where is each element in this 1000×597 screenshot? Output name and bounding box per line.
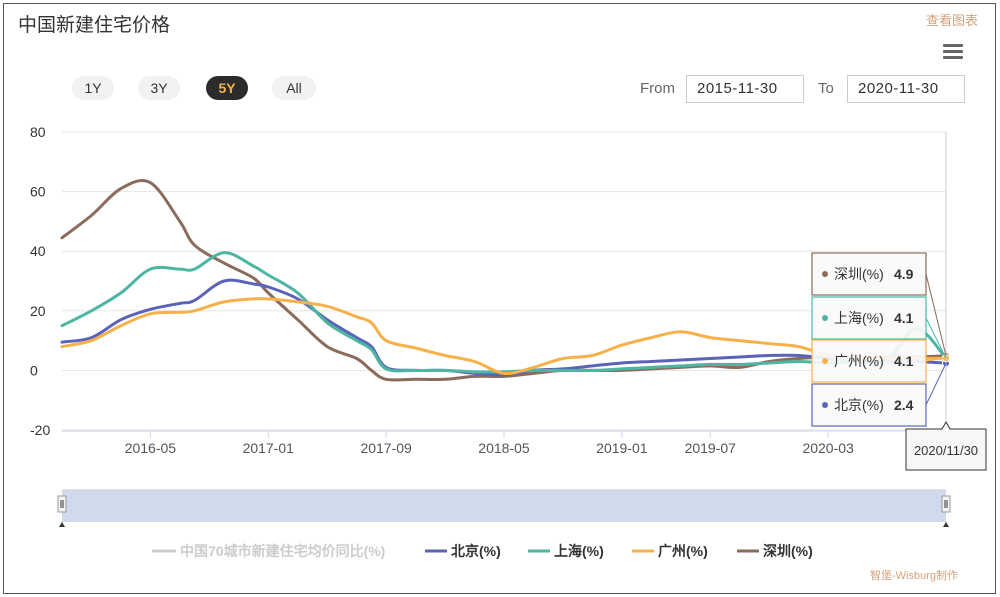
tooltip-connector (925, 273, 947, 356)
tooltip-label: 广州(%) (834, 353, 884, 369)
date-tooltip: 2020/11/30 (905, 420, 987, 471)
tooltip-box: 深圳(%) 4.9 (811, 252, 927, 296)
series-line-3 (60, 297, 948, 376)
range-button-3y[interactable]: 3Y (138, 76, 180, 100)
tooltip-frame (811, 383, 927, 427)
navigator (57, 489, 951, 527)
page-title: 中国新建住宅价格 (18, 15, 171, 36)
legend-label: 深圳(%) (763, 543, 813, 559)
legend-item[interactable]: 深圳(%) (737, 543, 813, 559)
tooltip-dot (822, 271, 828, 277)
tooltip-box: 北京(%) 2.4 (811, 383, 927, 427)
from-date-input[interactable]: 2015-11-30 (686, 75, 804, 103)
legend-item[interactable]: 北京(%) (425, 543, 501, 559)
series-line-4 (60, 179, 948, 382)
tooltip-box: 广州(%) 4.1 (811, 339, 927, 383)
tooltip-label: 深圳(%) (834, 266, 884, 282)
tooltip-label: 北京(%) (834, 397, 884, 413)
tooltip-frame (811, 252, 927, 296)
tooltip-label: 上海(%) (834, 310, 884, 326)
y-tick-label: 20 (30, 303, 46, 319)
tooltip-value: 4.1 (894, 353, 914, 369)
legend-label: 广州(%) (658, 543, 708, 559)
y-tick-label: 60 (30, 184, 46, 200)
view-chart-link[interactable]: 查看图表 (925, 13, 978, 28)
legend-item[interactable]: 广州(%) (632, 543, 708, 559)
x-tick-label: 2017-09 (360, 440, 412, 456)
range-button-1y[interactable]: 1Y (72, 76, 114, 100)
x-tick-label: 2019-01 (596, 440, 648, 456)
scroll-right-arrow-icon[interactable] (943, 522, 949, 527)
tooltip-connector (925, 363, 947, 406)
legend-item[interactable]: 上海(%) (528, 543, 604, 559)
to-label: To (818, 80, 834, 97)
tooltip-box: 上海(%) 4.1 (811, 296, 927, 340)
tooltip-frame (811, 296, 927, 340)
y-tick-label: 40 (30, 243, 46, 259)
tooltip-value: 4.1 (894, 310, 914, 326)
x-tick-label: 2017-01 (243, 440, 295, 456)
date-tooltip-label: 2020/11/30 (914, 443, 978, 458)
x-tick-label: 2019-07 (685, 440, 737, 456)
to-date-input[interactable]: 2020-11-30 (847, 75, 965, 103)
x-tick-label: 2020-03 (802, 440, 854, 456)
x-tick-label: 2016-05 (125, 440, 177, 456)
tooltip-value: 2.4 (894, 397, 914, 413)
legend-label: 上海(%) (554, 543, 604, 559)
navigator-mask[interactable] (62, 490, 946, 522)
navigator-handle-right[interactable] (941, 495, 951, 513)
legend-label: 北京(%) (451, 543, 501, 559)
legend-item[interactable]: 中国70城市新建住宅均价同比(%) (152, 543, 385, 559)
tooltip-dot (822, 402, 828, 408)
y-tick-label: 0 (30, 362, 38, 378)
tooltip-frame (811, 339, 927, 383)
navigator-handle-left[interactable] (57, 495, 67, 513)
y-tick-label: 80 (30, 124, 46, 140)
from-label: From (640, 80, 675, 97)
tooltip-dot (822, 358, 828, 364)
series-line-2 (60, 251, 948, 374)
tooltip-connector (925, 317, 947, 359)
range-button-5y[interactable]: 5Y (206, 76, 248, 100)
tooltip-value: 4.9 (894, 266, 914, 282)
credit-label: 智堡-Wisburg制作 (870, 568, 958, 582)
tooltip-connector (925, 357, 947, 362)
hamburger-menu-icon[interactable] (943, 44, 963, 60)
x-tick-label: 2018-05 (478, 440, 530, 456)
legend-label: 中国70城市新建住宅均价同比(%) (180, 543, 385, 559)
scroll-left-arrow-icon[interactable] (59, 522, 65, 527)
range-button-all[interactable]: All (272, 76, 316, 100)
y-tick-label: -20 (30, 422, 50, 438)
legend: 中国70城市新建住宅均价同比(%) 北京(%) 上海(%) 广州(%) 深圳(%) (152, 543, 813, 559)
tooltip-dot (822, 315, 828, 321)
date-tooltip-frame (905, 420, 987, 471)
